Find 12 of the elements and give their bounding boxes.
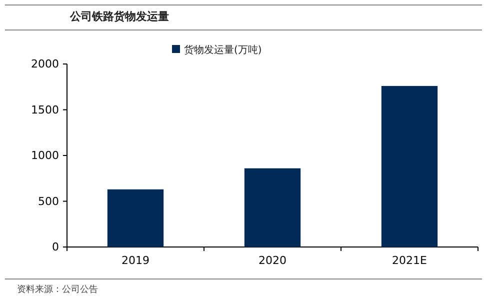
title: 公司铁路货物发运量 — [70, 10, 169, 23]
legend: 货物发运量(万吨) — [172, 45, 262, 56]
y-tick-label: 1000 — [31, 149, 59, 162]
x-tick-label: 2021E — [392, 254, 428, 267]
x-tick-label: 2019 — [122, 254, 150, 267]
legend-label: 货物发运量(万吨) — [184, 44, 262, 56]
y-tick-label: 500 — [38, 194, 59, 208]
y-tick-label: 0 — [52, 240, 59, 254]
y-tick-label: 1500 — [31, 103, 59, 116]
y-tick-label: 2000 — [31, 58, 59, 70]
x-tick-label: 2020 — [258, 254, 286, 267]
text: 资料来源：公司公告 — [17, 284, 98, 295]
